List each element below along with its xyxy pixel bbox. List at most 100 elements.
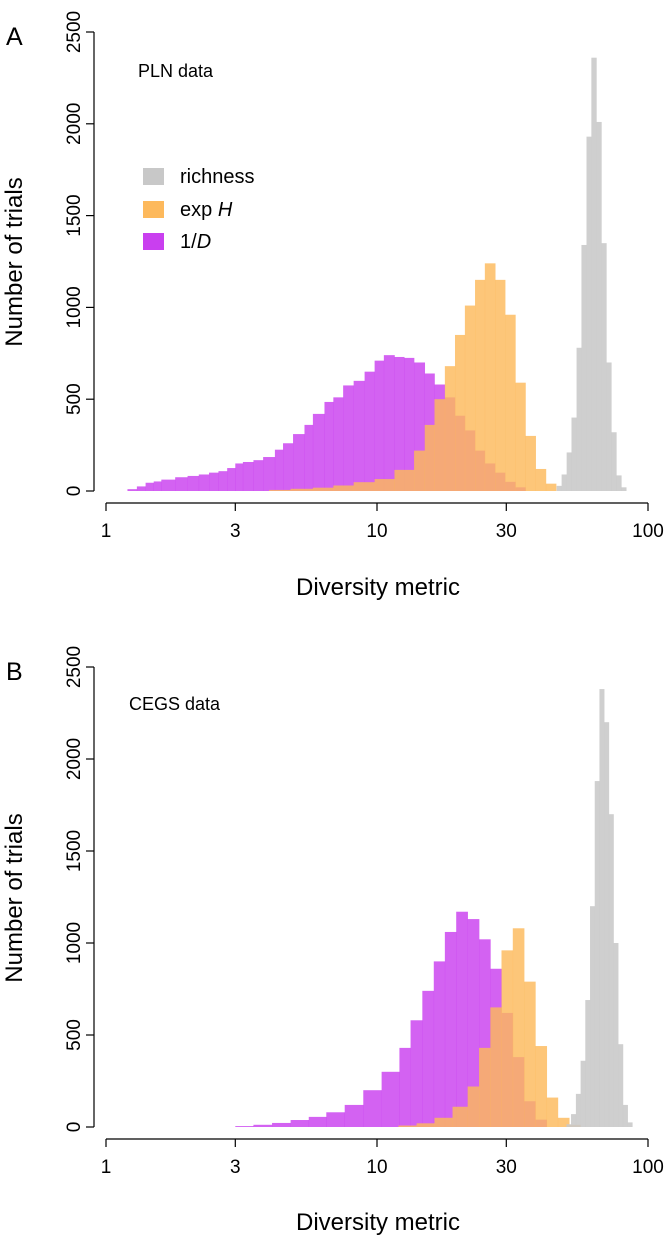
bar-invD: [381, 1071, 400, 1127]
bar-invD: [218, 471, 228, 491]
bar-expH: [479, 1047, 491, 1127]
bar-richness: [590, 906, 596, 1127]
bar-expH: [434, 1117, 453, 1127]
x-tick-label: 30: [496, 521, 517, 542]
x-tick-label: 3: [230, 521, 241, 542]
bar-richness: [566, 452, 572, 491]
x-tick-label: 1: [101, 1157, 112, 1178]
bar-invD: [399, 1047, 411, 1127]
bar-invD: [161, 479, 176, 491]
bar-invD: [333, 397, 344, 491]
bar-expH: [333, 485, 354, 491]
y-axis-title: Number of trials: [1, 813, 28, 982]
bar-expH: [290, 488, 314, 491]
bar-invD: [187, 475, 200, 491]
bar-expH: [434, 399, 446, 491]
bar-expH: [414, 450, 426, 491]
histogram-bars: [235, 689, 633, 1127]
bar-invD: [263, 457, 276, 491]
y-tick-label: 1500: [64, 830, 85, 872]
bar-invD: [175, 477, 188, 491]
bar-expH: [416, 1123, 435, 1127]
x-tick-label: 100: [632, 521, 664, 542]
bar-invD: [394, 356, 405, 491]
bar-invD: [433, 961, 446, 1127]
bar-richness: [618, 1044, 624, 1127]
bar-richness: [591, 57, 597, 491]
y-tick-label: 2500: [64, 11, 85, 53]
legend-swatch-inv-d: [143, 233, 164, 250]
x-axis-title: Diversity metric: [296, 1209, 460, 1236]
bar-richness: [604, 722, 610, 1127]
bar-expH: [464, 305, 476, 491]
bar-invD: [444, 931, 457, 1127]
bar-richness: [580, 1060, 586, 1127]
legend-swatch-exp-h: [143, 201, 164, 218]
bar-expH: [467, 1086, 480, 1127]
bar-expH: [452, 1106, 468, 1127]
bar-richness: [556, 485, 562, 491]
bar-invD: [242, 461, 254, 491]
bar-richness: [576, 347, 582, 491]
bar-invD: [253, 1124, 273, 1127]
bar-richness: [608, 814, 614, 1127]
y-tick-label: 0: [64, 1122, 85, 1133]
bar-invD: [312, 413, 325, 491]
dataset-label: PLN data: [138, 61, 214, 81]
bar-expH: [515, 382, 526, 491]
bar-invD: [145, 482, 155, 491]
bar-invD: [326, 1112, 345, 1127]
bar-expH: [484, 263, 496, 491]
dataset-label: CEGS data: [129, 694, 221, 714]
bar-invD: [253, 460, 264, 491]
legend-label-inv-d: 1/D: [180, 231, 211, 253]
bar-richness: [586, 136, 592, 491]
bar-invD: [235, 463, 244, 491]
x-tick-label: 1: [101, 521, 112, 542]
bar-expH: [424, 424, 435, 491]
bar-expH: [524, 981, 536, 1127]
bar-invD: [272, 1122, 291, 1127]
y-axis-title: Number of trials: [1, 177, 28, 346]
bar-invD: [363, 1090, 382, 1127]
bar-expH: [394, 469, 415, 491]
panel-letter: A: [6, 23, 23, 51]
panel-letter: B: [6, 658, 23, 686]
y-tick-label: 0: [64, 486, 85, 497]
bar-invD: [198, 474, 210, 491]
bar-expH: [353, 482, 375, 491]
bar-invD: [383, 355, 395, 491]
bar-invD: [479, 939, 491, 1127]
bar-expH: [535, 468, 547, 491]
bar-expH: [312, 487, 334, 491]
x-axis-ticks: 1 3 10 30 100: [101, 1139, 664, 1178]
bar-invD: [374, 360, 385, 491]
bar-richness: [611, 432, 617, 491]
bar-invD: [404, 357, 415, 491]
bar-expH: [398, 1125, 417, 1127]
bar-invD: [127, 489, 138, 491]
x-tick-label: 30: [496, 1157, 517, 1178]
bar-invD: [422, 990, 435, 1127]
bar-richness: [613, 943, 619, 1127]
bar-invD: [308, 1116, 327, 1127]
bar-invD: [293, 434, 305, 491]
bar-richness: [627, 1122, 633, 1127]
bar-invD: [364, 371, 375, 491]
bar-richness: [575, 1093, 581, 1127]
bar-expH: [269, 489, 291, 491]
bar-richness: [601, 243, 607, 491]
x-tick-label: 10: [366, 1157, 387, 1178]
y-tick-label: 500: [64, 1019, 85, 1051]
legend-swatch-richness: [143, 168, 164, 185]
bar-richness: [621, 487, 627, 491]
bar-invD: [324, 401, 334, 491]
bar-richness: [599, 689, 605, 1127]
bar-richness: [606, 362, 612, 491]
bar-expH: [454, 334, 466, 491]
bar-expH: [557, 1117, 570, 1127]
bar-richness: [594, 781, 600, 1127]
bar-invD: [353, 380, 365, 491]
y-tick-label: 1500: [64, 194, 85, 236]
